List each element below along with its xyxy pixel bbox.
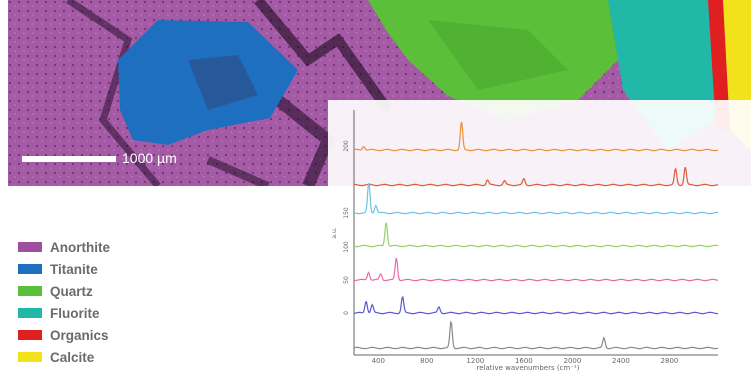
y-axis-label: a.u. [331, 227, 338, 238]
legend-item-fluorite: Fluorite [18, 302, 110, 324]
spectrum-line [353, 295, 718, 315]
spectra-svg: 400 800 1200 1600 2000 2400 2800 050100150200 … [331, 110, 719, 372]
legend-swatch [18, 286, 42, 296]
x-tick-label: 2800 [661, 357, 679, 365]
legend-label: Fluorite [50, 305, 100, 321]
x-tick-label: 800 [420, 357, 433, 365]
y-tick-label: 150 [343, 207, 350, 219]
spectrum-line [354, 166, 719, 187]
legend-item-anorthite: Anorthite [18, 236, 110, 258]
scale-bar [22, 156, 116, 162]
legend: Anorthite Titanite Quartz Fluorite Organ… [18, 236, 110, 368]
x-tick-label: 2400 [612, 357, 630, 365]
spectra-chart: 400 800 1200 1600 2000 2400 2800 0 50 100 150 200 … [328, 100, 751, 372]
y-tick-label: 200 [343, 140, 350, 152]
x-axis-label: relative wavenumbers (cm⁻¹) [477, 364, 580, 372]
legend-label: Calcite [50, 349, 95, 365]
x-tick-label: 400 [372, 357, 385, 365]
legend-swatch [18, 308, 42, 318]
legend-swatch [18, 352, 42, 362]
spectrum-line [353, 121, 719, 152]
x-tick-label: 1600 [515, 357, 533, 365]
legend-label: Titanite [50, 261, 98, 277]
legend-label: Organics [50, 327, 109, 343]
legend-swatch [18, 330, 42, 340]
legend-item-titanite: Titanite [18, 258, 110, 280]
legend-swatch [18, 242, 42, 252]
spectrum-line [353, 222, 719, 248]
spectrum-line [353, 182, 718, 215]
legend-item-quartz: Quartz [18, 280, 110, 302]
spectrum-line [353, 320, 719, 350]
y-tick-label: 100 [343, 241, 350, 253]
legend-item-calcite: Calcite [18, 346, 110, 368]
legend-label: Quartz [50, 283, 93, 299]
scale-bar-label: 1000 µm [122, 150, 177, 166]
y-tick-label: 0 [343, 311, 350, 315]
legend-swatch [18, 264, 42, 274]
x-tick-label: 1200 [466, 357, 484, 365]
legend-label: Anorthite [50, 239, 110, 255]
legend-item-organics: Organics [18, 324, 110, 346]
spectrum-line [354, 257, 719, 282]
y-tick-label: 50 [343, 276, 350, 284]
x-tick-label: 2000 [563, 357, 581, 365]
